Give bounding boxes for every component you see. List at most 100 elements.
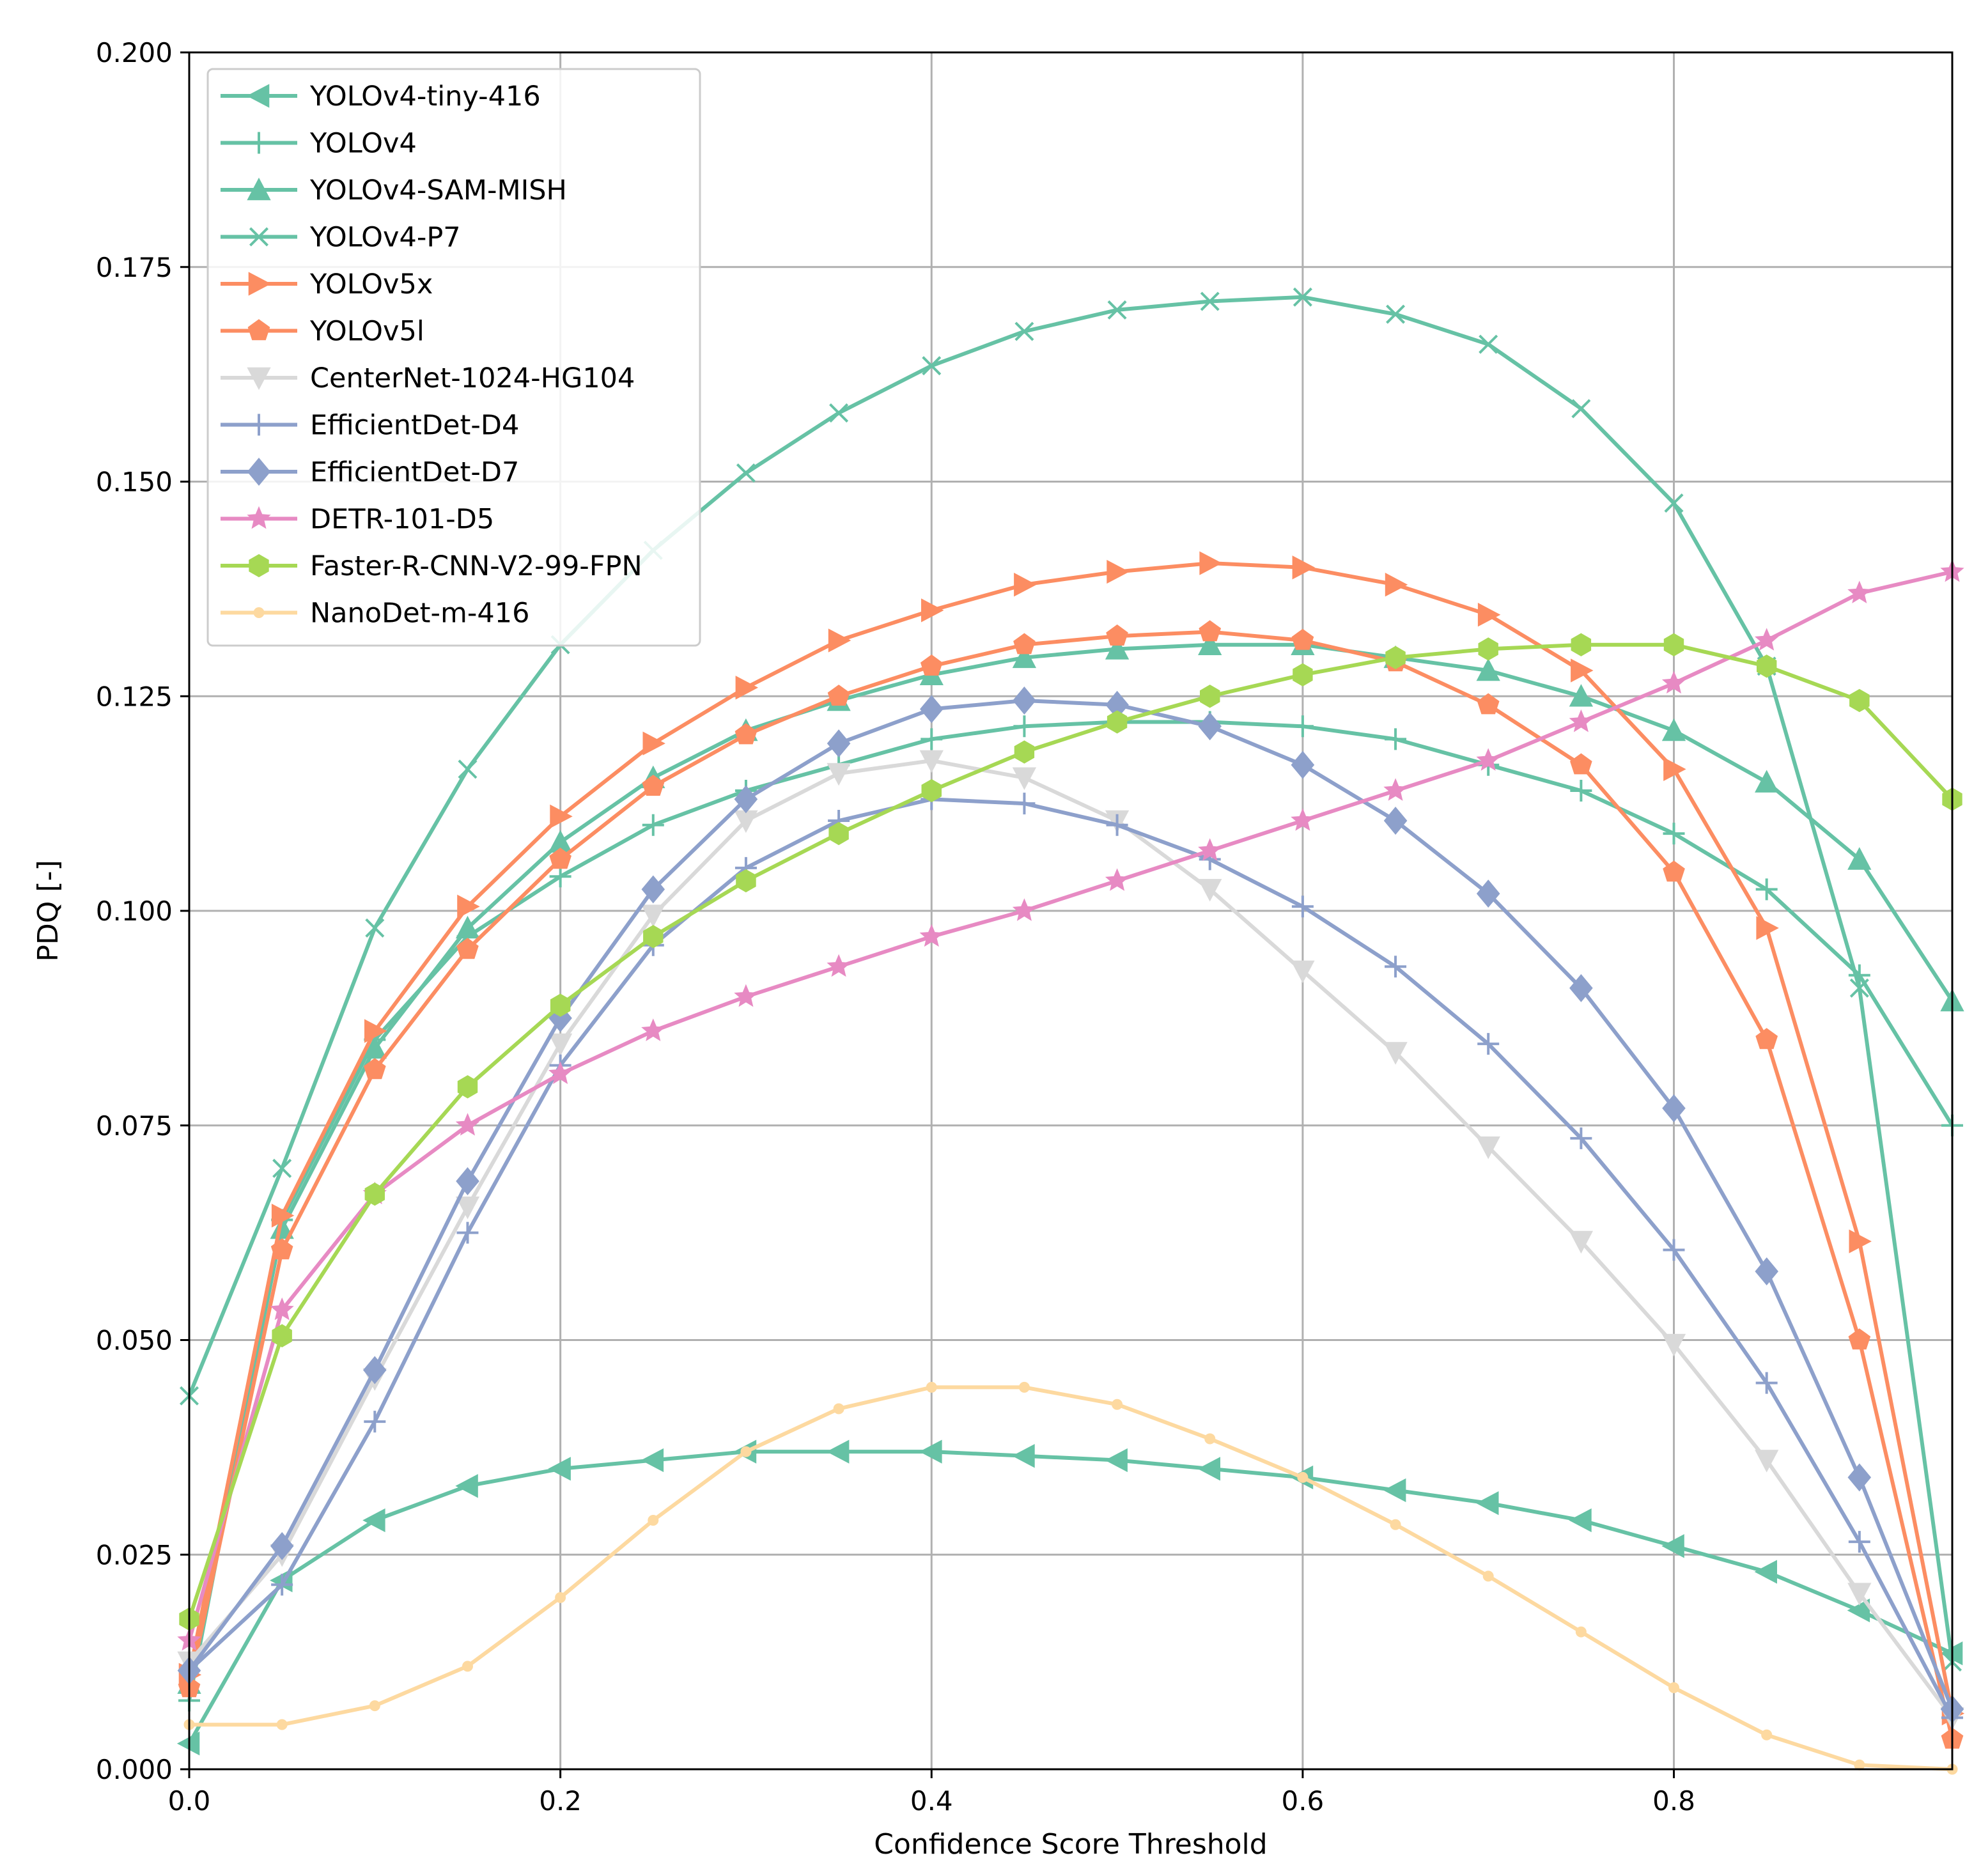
data-point (826, 1439, 850, 1464)
data-point (1291, 628, 1314, 650)
data-point (462, 1661, 473, 1672)
data-point (642, 731, 665, 756)
data-point (1106, 814, 1128, 836)
x-tick-label: 0.8 (1652, 1785, 1695, 1817)
data-point (921, 728, 943, 750)
data-point (642, 814, 664, 836)
data-point (1014, 740, 1035, 764)
data-point (458, 759, 478, 779)
data-point (921, 598, 944, 623)
data-point (550, 804, 573, 828)
legend-item: Faster-R-CNN-V2-99-FPN (221, 550, 642, 582)
data-point (1849, 1229, 1872, 1253)
data-point (736, 463, 756, 483)
data-point (1755, 1257, 1779, 1286)
legend-swatch-marker (249, 554, 269, 578)
data-point (271, 1574, 293, 1596)
data-point (1755, 1028, 1778, 1050)
series-lines (176, 287, 1965, 1775)
legend-label: YOLOv4 (309, 128, 417, 160)
data-point (362, 1035, 387, 1059)
data-point (1569, 1508, 1592, 1533)
data-point (1661, 718, 1686, 741)
data-point (926, 1381, 937, 1393)
axis-ticks: 0.0 0.2 0.4 0.6 0.8 0.000 0.025 0.050 0.075 0.100… (96, 37, 1695, 1817)
y-tick-label: 0.050 (96, 1325, 173, 1356)
data-point (1013, 686, 1036, 715)
data-point (1570, 753, 1592, 775)
legend-box (206, 68, 701, 647)
data-point (1755, 878, 1778, 901)
data-point (828, 628, 851, 653)
legend-swatch-marker (253, 607, 265, 618)
data-point (920, 654, 943, 676)
data-point (1756, 916, 1779, 940)
x-axis-title: Confidence Score Threshold (874, 1828, 1267, 1861)
data-point (1198, 632, 1222, 655)
legend-label: YOLOv5l (309, 316, 424, 348)
data-point (1204, 1433, 1216, 1445)
data-point (1198, 712, 1222, 741)
data-point (1477, 1033, 1500, 1055)
data-point (1661, 1333, 1686, 1357)
data-point (921, 779, 942, 803)
legend-swatch-marker (247, 319, 270, 341)
data-point (1482, 1570, 1494, 1582)
data-point (364, 1182, 385, 1206)
data-point (1390, 1519, 1401, 1530)
legend-item: CenterNet-1024-HG104 (221, 362, 635, 394)
data-point (457, 894, 480, 919)
legend-item: NanoDet-m-416 (221, 598, 530, 630)
x-tick-label: 0.4 (910, 1785, 953, 1817)
legend-label: DETR-101-D5 (310, 504, 494, 536)
legend-item: YOLOv5x (221, 268, 433, 300)
legend-swatch-marker (248, 132, 270, 154)
legend-item: DETR-101-D5 (221, 504, 494, 536)
data-point (1571, 658, 1594, 683)
data-point (276, 1719, 288, 1730)
data-point (1012, 645, 1037, 669)
y-tick-label: 0.175 (96, 252, 173, 283)
data-point (1569, 709, 1593, 733)
data-point (1107, 300, 1127, 320)
data-point (1292, 555, 1316, 580)
data-point (734, 984, 758, 1007)
data-point (369, 1700, 380, 1712)
data-point (641, 875, 665, 904)
series-line (187, 570, 1953, 1641)
data-point (1476, 658, 1500, 681)
data-point (1848, 1328, 1871, 1350)
data-point (1198, 879, 1222, 902)
legend-swatch-marker (248, 272, 272, 296)
data-point (1569, 1230, 1594, 1254)
series-line (187, 642, 1954, 1620)
legend-item: YOLOv5l (221, 316, 424, 348)
data-point (827, 685, 850, 706)
data-point (1199, 551, 1222, 575)
series-line (187, 699, 1954, 1710)
data-point (1291, 750, 1315, 779)
data-point (833, 1403, 844, 1415)
data-point (1013, 793, 1036, 815)
series-yolov4 (178, 711, 1963, 1712)
data-point (1291, 715, 1314, 738)
data-point (272, 1158, 292, 1178)
data-point (1755, 1372, 1778, 1394)
y-tick-label: 0.200 (96, 37, 173, 68)
legend-label: EfficientDet-D7 (310, 456, 519, 488)
data-point (1569, 973, 1593, 1002)
series-line (187, 720, 1954, 1702)
data-point (1754, 1560, 1777, 1584)
data-point (1107, 710, 1128, 734)
data-point (1575, 1626, 1587, 1638)
series-nanodet-m-416 (183, 1381, 1958, 1775)
series-line (187, 759, 1954, 1719)
data-point (1105, 637, 1130, 660)
legend-label: Faster-R-CNN-V2-99-FPN (310, 550, 642, 582)
data-point (1663, 633, 1684, 656)
series-line (189, 1385, 1953, 1771)
data-point (922, 356, 942, 376)
data-point (1014, 573, 1037, 597)
legend-swatch-marker (246, 84, 270, 108)
data-point (1291, 895, 1314, 918)
